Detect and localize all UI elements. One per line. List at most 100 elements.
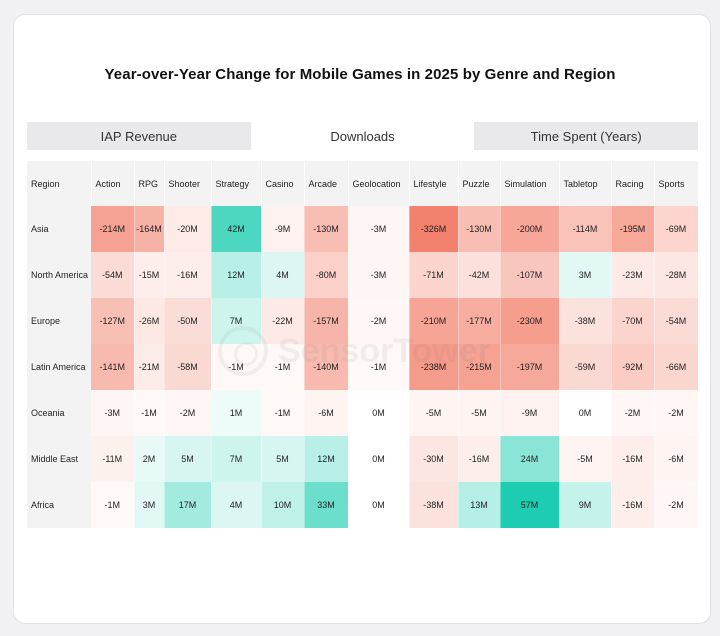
heatmap-cell: -230M	[500, 298, 560, 344]
table-row: Europe -127M -26M -50M 7M -22M -157M -2M -210M -1…	[27, 298, 699, 344]
column-header-racing: Racing	[611, 161, 655, 206]
heatmap-cell: -16M	[611, 436, 655, 482]
heatmap-cell: -6M	[654, 436, 699, 482]
region-column-header: Region	[27, 161, 92, 206]
column-header-tabletop: Tabletop	[559, 161, 612, 206]
heatmap-cell: -197M	[500, 344, 560, 390]
heatmap-cell: -16M	[611, 482, 655, 528]
heatmap-cell: 17M	[164, 482, 212, 528]
heatmap-cell: -3M	[348, 252, 410, 298]
region-label: Oceania	[27, 390, 91, 436]
heatmap-cell: 0M	[348, 436, 410, 482]
region-label: Latin America	[27, 344, 91, 390]
heatmap-cell: -177M	[458, 298, 501, 344]
heatmap-cell: -16M	[458, 436, 501, 482]
heatmap-cell: -5M	[458, 390, 501, 436]
heatmap-cell: -26M	[134, 298, 165, 344]
heatmap-cell: 0M	[348, 482, 410, 528]
heatmap-cell: -210M	[409, 298, 459, 344]
table-row: Africa -1M 3M 17M 4M 10M 33M 0M -38M 13M 57M 9M -16M…	[27, 482, 699, 528]
heatmap-cell: -195M	[611, 206, 655, 252]
heatmap-cell: -71M	[409, 252, 459, 298]
heatmap-cell: 12M	[304, 436, 349, 482]
heatmap-cell: 5M	[164, 436, 212, 482]
heatmap-cell: -16M	[164, 252, 212, 298]
heatmap-cell: 12M	[211, 252, 262, 298]
heatmap-cell: -140M	[304, 344, 349, 390]
heatmap-cell: -38M	[409, 482, 459, 528]
heatmap-cell: 42M	[211, 206, 262, 252]
heatmap-cell: -38M	[559, 298, 612, 344]
tab-downloads[interactable]: Downloads	[250, 122, 475, 150]
column-header-simulation: Simulation	[500, 161, 560, 206]
table-row: Middle East -11M 2M 5M 7M 5M 12M 0M -30M -16M 24M -…	[27, 436, 699, 482]
table-row: Oceania -3M -1M -2M 1M -1M -6M 0M -5M -5M -9M 0M -2M…	[27, 390, 699, 436]
column-header-geolocation: Geolocation	[348, 161, 410, 206]
chart-title: Year-over-Year Change for Mobile Games i…	[104, 66, 616, 83]
heatmap-cell: 9M	[559, 482, 612, 528]
heatmap-cell: -2M	[348, 298, 410, 344]
heatmap-cell: -1M	[348, 344, 410, 390]
heatmap-cell: 4M	[261, 252, 305, 298]
heatmap-cell: 3M	[134, 482, 165, 528]
heatmap-cell: -30M	[409, 436, 459, 482]
heatmap-table: Region Action RPG Shooter Strategy Casino Arc…	[27, 161, 699, 528]
heatmap-cell: -54M	[654, 298, 699, 344]
header-row: Region Action RPG Shooter Strategy Casino Arc…	[27, 161, 699, 206]
heatmap-cell: -22M	[261, 298, 305, 344]
tab-time-spent[interactable]: Time Spent (Years)	[530, 128, 642, 144]
column-header-strategy: Strategy	[211, 161, 262, 206]
heatmap-cell: -114M	[559, 206, 612, 252]
heatmap-cell: -164M	[134, 206, 165, 252]
heatmap-cell: 0M	[559, 390, 612, 436]
column-header-casino: Casino	[261, 161, 305, 206]
heatmap-cell: -2M	[164, 390, 212, 436]
heatmap-cell: -9M	[500, 390, 560, 436]
heatmap-cell: 7M	[211, 436, 262, 482]
table-row: Asia -214M -164M -20M 42M -9M -130M -3M -326M -13…	[27, 206, 699, 252]
heatmap-cell: 57M	[500, 482, 560, 528]
heatmap-cell: -127M	[91, 298, 135, 344]
heatmap-cell: -1M	[211, 344, 262, 390]
heatmap-cell: -1M	[134, 390, 165, 436]
heatmap-cell: 4M	[211, 482, 262, 528]
heatmap-cell: -5M	[559, 436, 612, 482]
heatmap-cell: -1M	[261, 344, 305, 390]
heatmap-cell: 5M	[261, 436, 305, 482]
tab-iap-revenue[interactable]: IAP Revenue	[100, 128, 178, 144]
heatmap-cell: 0M	[348, 390, 410, 436]
heatmap-cell: -5M	[409, 390, 459, 436]
heatmap-cell: -130M	[458, 206, 501, 252]
heatmap-cell: -157M	[304, 298, 349, 344]
heatmap-cell: -15M	[134, 252, 165, 298]
heatmap-cell: 7M	[211, 298, 262, 344]
region-label: Europe	[27, 298, 91, 344]
heatmap-cell: -54M	[91, 252, 135, 298]
column-header-lifestyle: Lifestyle	[409, 161, 459, 206]
heatmap-cell: -69M	[654, 206, 699, 252]
heatmap-cell: -200M	[500, 206, 560, 252]
heatmap-cell: -59M	[559, 344, 612, 390]
heatmap-cell: -2M	[654, 482, 699, 528]
heatmap-cell: 10M	[261, 482, 305, 528]
region-label: Asia	[27, 206, 91, 252]
heatmap-cell: 13M	[458, 482, 501, 528]
heatmap-cell: -2M	[654, 390, 699, 436]
heatmap-cell: -21M	[134, 344, 165, 390]
heatmap-cell: -107M	[500, 252, 560, 298]
column-header-sports: Sports	[654, 161, 699, 206]
heatmap-cell: 2M	[134, 436, 165, 482]
table-row: Latin America -141M -21M -58M -1M -1M -140M -1M…	[27, 344, 699, 390]
heatmap-cell: -70M	[611, 298, 655, 344]
column-header-puzzle: Puzzle	[458, 161, 501, 206]
heatmap-cell: -9M	[261, 206, 305, 252]
heatmap-cell: -2M	[611, 390, 655, 436]
heatmap-cell: -6M	[304, 390, 349, 436]
column-header-arcade: Arcade	[304, 161, 349, 206]
heatmap-cell: -58M	[164, 344, 212, 390]
heatmap-cell: -80M	[304, 252, 349, 298]
column-header-action: Action	[91, 161, 135, 206]
region-label: Africa	[27, 482, 91, 528]
heatmap-cell: 1M	[211, 390, 262, 436]
heatmap-cell: -214M	[91, 206, 135, 252]
